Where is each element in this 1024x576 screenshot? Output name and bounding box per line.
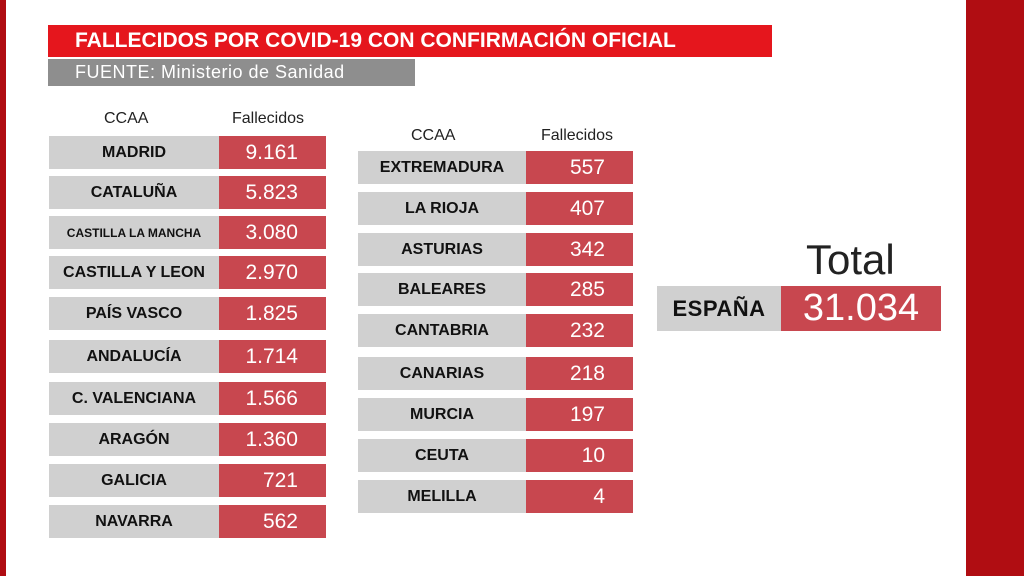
region-name: CANARIAS bbox=[358, 357, 526, 390]
table-row: CASTILLA LA MANCHA 3.080 bbox=[49, 216, 326, 249]
left-col-header-region: CCAA bbox=[104, 110, 149, 127]
deaths-value: 2.970 bbox=[219, 256, 326, 289]
table-row: MURCIA 197 bbox=[358, 398, 635, 431]
page-title: FALLECIDOS POR COVID-19 CON CONFIRMACIÓN… bbox=[48, 25, 772, 57]
table-row: ASTURIAS 342 bbox=[358, 233, 635, 266]
region-name: BALEARES bbox=[358, 273, 526, 306]
region-name: EXTREMADURA bbox=[358, 151, 526, 184]
deaths-value: 4 bbox=[526, 480, 633, 513]
region-name: MURCIA bbox=[358, 398, 526, 431]
region-name: MADRID bbox=[49, 136, 219, 169]
right-edge-stripe bbox=[966, 0, 1024, 576]
deaths-value: 232 bbox=[526, 314, 633, 347]
table-row: CEUTA 10 bbox=[358, 439, 635, 472]
table-row: LA RIOJA 407 bbox=[358, 192, 635, 225]
table-row: PAÍS VASCO 1.825 bbox=[49, 297, 326, 330]
region-name: NAVARRA bbox=[49, 505, 219, 538]
deaths-value: 218 bbox=[526, 357, 633, 390]
deaths-value: 3.080 bbox=[219, 216, 326, 249]
region-name: GALICIA bbox=[49, 464, 219, 497]
region-name: CASTILLA Y LEON bbox=[49, 256, 219, 289]
total-region-name: ESPAÑA bbox=[657, 286, 781, 331]
deaths-value: 407 bbox=[526, 192, 633, 225]
table-row: CANTABRIA 232 bbox=[358, 314, 635, 347]
table-row: NAVARRA 562 bbox=[49, 505, 326, 538]
table-row: MADRID 9.161 bbox=[49, 136, 326, 169]
deaths-value: 285 bbox=[526, 273, 633, 306]
left-edge-stripe bbox=[0, 0, 6, 576]
right-col-header-region: CCAA bbox=[411, 127, 456, 144]
total-label: Total bbox=[806, 236, 895, 283]
deaths-value: 197 bbox=[526, 398, 633, 431]
deaths-value: 557 bbox=[526, 151, 633, 184]
deaths-value: 5.823 bbox=[219, 176, 326, 209]
table-row: C. VALENCIANA 1.566 bbox=[49, 382, 326, 415]
region-name: PAÍS VASCO bbox=[49, 297, 219, 330]
region-name: C. VALENCIANA bbox=[49, 382, 219, 415]
table-row: ARAGÓN 1.360 bbox=[49, 423, 326, 456]
table-row: EXTREMADURA 557 bbox=[358, 151, 635, 184]
left-col-header-deaths: Fallecidos bbox=[232, 110, 305, 127]
deaths-value: 721 bbox=[219, 464, 326, 497]
deaths-value: 10 bbox=[526, 439, 633, 472]
region-name: CATALUÑA bbox=[49, 176, 219, 209]
deaths-value: 562 bbox=[219, 505, 326, 538]
region-name: ASTURIAS bbox=[358, 233, 526, 266]
table-row: BALEARES 285 bbox=[358, 273, 635, 306]
table-row: CASTILLA Y LEON 2.970 bbox=[49, 256, 326, 289]
region-name: CEUTA bbox=[358, 439, 526, 472]
region-name: LA RIOJA bbox=[358, 192, 526, 225]
deaths-value: 1.714 bbox=[219, 340, 326, 373]
region-name: MELILLA bbox=[358, 480, 526, 513]
right-col-header-deaths: Fallecidos bbox=[541, 127, 614, 144]
deaths-value: 1.566 bbox=[219, 382, 326, 415]
deaths-value: 1.360 bbox=[219, 423, 326, 456]
region-name: ANDALUCÍA bbox=[49, 340, 219, 373]
deaths-value: 342 bbox=[526, 233, 633, 266]
region-name: ARAGÓN bbox=[49, 423, 219, 456]
table-row: CANARIAS 218 bbox=[358, 357, 635, 390]
table-row: CATALUÑA 5.823 bbox=[49, 176, 326, 209]
region-name: CANTABRIA bbox=[358, 314, 526, 347]
source-label: FUENTE: Ministerio de Sanidad bbox=[48, 59, 415, 86]
deaths-value: 1.825 bbox=[219, 297, 326, 330]
deaths-value: 9.161 bbox=[219, 136, 326, 169]
table-row: GALICIA 721 bbox=[49, 464, 326, 497]
total-deaths-value: 31.034 bbox=[781, 286, 941, 331]
region-name: CASTILLA LA MANCHA bbox=[49, 216, 219, 249]
table-row: ANDALUCÍA 1.714 bbox=[49, 340, 326, 373]
table-row: MELILLA 4 bbox=[358, 480, 635, 513]
